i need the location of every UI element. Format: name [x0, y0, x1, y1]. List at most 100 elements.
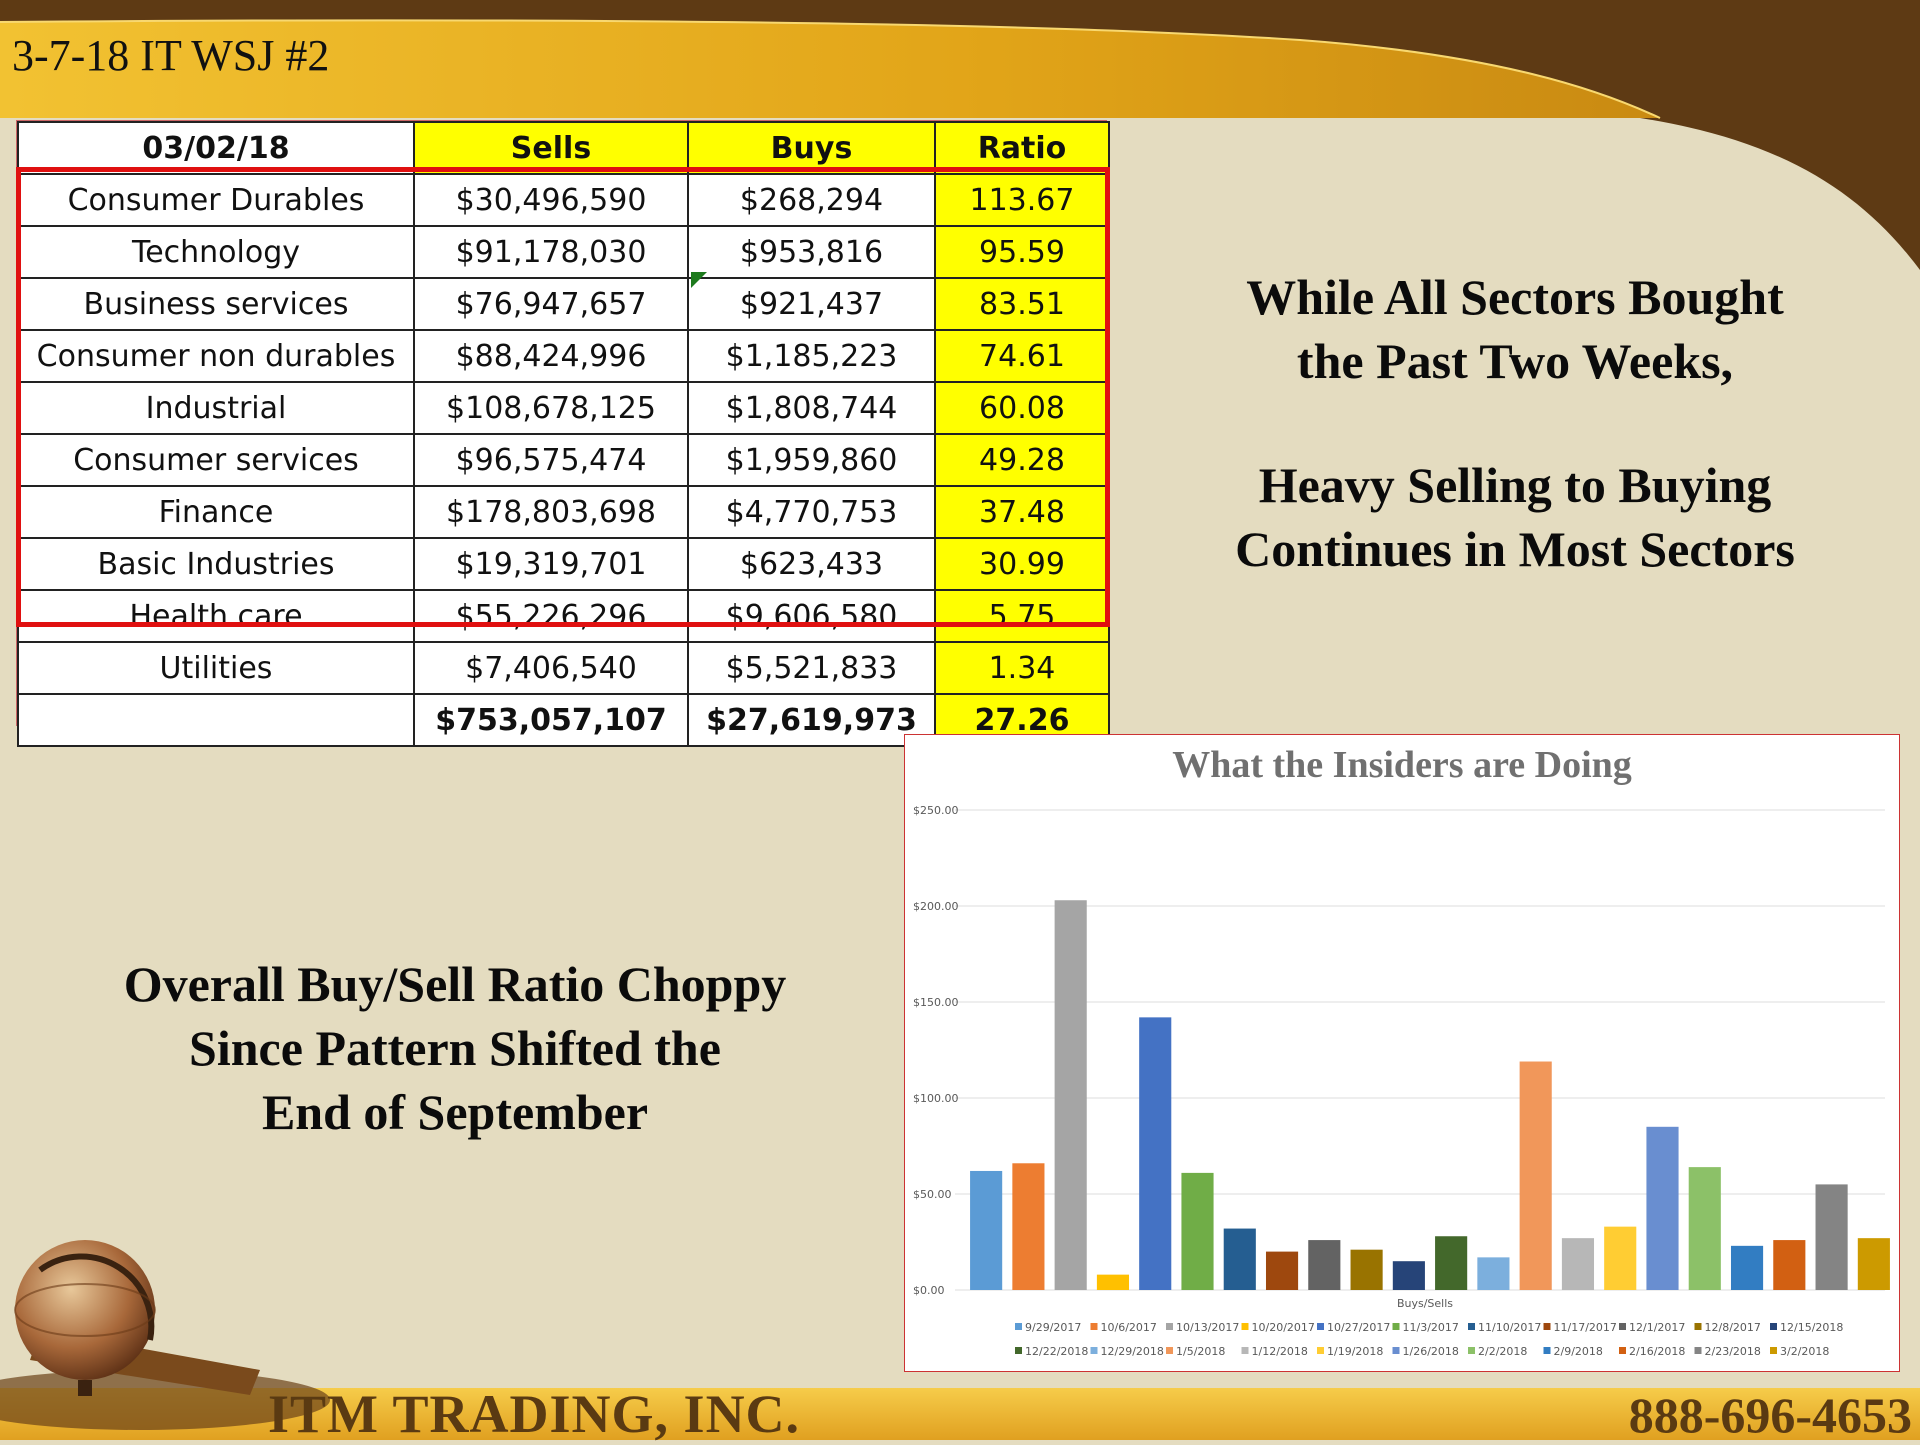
table-header-row: 03/02/18 Sells Buys Ratio	[17, 121, 1110, 175]
bar	[1392, 1261, 1425, 1290]
total-sells: $753,057,107	[413, 693, 689, 747]
cell-comment-marker	[691, 272, 707, 288]
buys-value: $1,959,860	[687, 433, 936, 487]
legend-swatch	[1317, 1323, 1324, 1330]
bar	[1139, 1017, 1172, 1290]
legend-swatch	[1770, 1323, 1777, 1330]
ratio-value: 60.08	[934, 381, 1110, 435]
legend-swatch	[1468, 1347, 1475, 1354]
x-axis-label: Buys/Sells	[1397, 1297, 1453, 1310]
legend-swatch	[1166, 1347, 1173, 1354]
legend-label: 3/2/2018	[1780, 1345, 1829, 1358]
bar	[1054, 900, 1087, 1290]
legend-swatch	[1619, 1323, 1626, 1330]
sells-value: $96,575,474	[413, 433, 689, 487]
legend-swatch	[1694, 1323, 1702, 1330]
chart-title: What the Insiders are Doing	[1172, 744, 1632, 786]
sector-name: Consumer services	[17, 433, 415, 487]
slide-title: 3-7-18 IT WSJ #2	[12, 31, 330, 80]
buys-value: $268,294	[687, 173, 936, 227]
legend-label: 12/22/2018	[1025, 1345, 1088, 1358]
bar	[1857, 1238, 1890, 1290]
sells-value: $55,226,296	[413, 589, 689, 643]
legend-label: 2/9/2018	[1554, 1345, 1603, 1358]
legend-label: 12/8/2017	[1705, 1321, 1761, 1334]
legend-swatch	[1770, 1347, 1777, 1354]
legend-swatch	[1015, 1347, 1022, 1354]
callout-ratio: Overall Buy/Sell Ratio Choppy Since Patt…	[60, 952, 850, 1144]
ratio-value: 37.48	[934, 485, 1110, 539]
ratio-value: 113.67	[934, 173, 1110, 227]
legend-label: 2/2/2018	[1478, 1345, 1527, 1358]
sells-value: $88,424,996	[413, 329, 689, 383]
legend-swatch	[1619, 1347, 1626, 1354]
legend-label: 10/20/2017	[1252, 1321, 1315, 1334]
sector-name: Basic Industries	[17, 537, 415, 591]
legend-label: 10/13/2017	[1176, 1321, 1239, 1334]
bar	[1265, 1251, 1299, 1290]
buys-value: $4,770,753	[687, 485, 936, 539]
phone-number: 888-696-4653	[1628, 1387, 1912, 1443]
legend-swatch	[1317, 1347, 1324, 1354]
table-row: Consumer non durables $88,424,996 $1,185,2…	[17, 329, 1110, 383]
bar	[1350, 1249, 1383, 1290]
sector-name: Technology	[17, 225, 415, 279]
legend-label: 12/29/2018	[1101, 1345, 1164, 1358]
table-row: Consumer Durables $30,496,590 $268,294 113.…	[17, 173, 1110, 227]
ratio-value: 83.51	[934, 277, 1110, 331]
legend-label: 9/29/2017	[1025, 1321, 1081, 1334]
sector-table: 03/02/18 Sells Buys Ratio Consumer Durab…	[17, 121, 1110, 747]
ratio-value: 30.99	[934, 537, 1110, 591]
buys-value: $623,433	[687, 537, 936, 591]
legend-label: 11/3/2017	[1403, 1321, 1459, 1334]
header-date: 03/02/18	[17, 121, 415, 175]
sector-name: Consumer Durables	[17, 173, 415, 227]
ratio-value: 49.28	[934, 433, 1110, 487]
ratio-value: 74.61	[934, 329, 1110, 383]
legend-swatch	[1090, 1323, 1098, 1330]
bar	[1688, 1167, 1721, 1290]
legend-swatch	[1166, 1323, 1173, 1330]
table-row: Utilities $7,406,540 $5,521,833 1.34	[17, 641, 1110, 695]
sells-value: $178,803,698	[413, 485, 689, 539]
y-tick-label: $0.00	[913, 1284, 945, 1297]
legend-swatch	[1241, 1347, 1249, 1354]
total-label	[17, 693, 415, 747]
legend-label: 1/26/2018	[1403, 1345, 1459, 1358]
y-tick-label: $200.00	[913, 900, 959, 913]
bar	[1561, 1238, 1595, 1290]
sector-name: Consumer non durables	[17, 329, 415, 383]
bar	[1435, 1236, 1468, 1290]
callout-line: While All Sectors Bought	[1246, 269, 1784, 325]
sells-value: $7,406,540	[413, 641, 689, 695]
bar	[1308, 1240, 1341, 1290]
buys-value: $953,816	[687, 225, 936, 279]
callout-line: End of September	[261, 1084, 649, 1140]
bar	[1477, 1257, 1510, 1290]
legend-swatch	[1543, 1323, 1551, 1330]
insiders-chart: What the Insiders are Doing $0.00 $50.00 $1…	[904, 734, 1900, 1372]
table-row: Finance $178,803,698 $4,770,753 37.48	[17, 485, 1110, 539]
ratio-value: 95.59	[934, 225, 1110, 279]
callout-line: the Past Two Weeks,	[1296, 333, 1734, 389]
legend-swatch	[1392, 1323, 1400, 1330]
buys-value: $5,521,833	[687, 641, 936, 695]
legend-swatch	[1392, 1347, 1400, 1354]
buys-value: $9,606,580	[687, 589, 936, 643]
legend-swatch	[1543, 1347, 1551, 1354]
buys-value: $1,185,223	[687, 329, 936, 383]
callout-line: Overall Buy/Sell Ratio Choppy	[123, 956, 787, 1012]
table-row: Basic Industries $19,319,701 $623,433 30.99	[17, 537, 1110, 591]
bar	[1646, 1126, 1679, 1290]
callout-line: Continues in Most Sectors	[1235, 521, 1795, 577]
table-row: Business services $76,947,657 $921,437 83.5…	[17, 277, 1110, 331]
table-row: Consumer services $96,575,474 $1,959,860 49…	[17, 433, 1110, 487]
legend-swatch	[1015, 1323, 1022, 1330]
total-buys: $27,619,973	[687, 693, 936, 747]
sector-name: Finance	[17, 485, 415, 539]
bar	[1012, 1163, 1045, 1290]
table-row: Industrial $108,678,125 $1,808,744 60.08	[17, 381, 1110, 435]
y-tick-label: $150.00	[913, 996, 959, 1009]
legend-label: 12/15/2018	[1780, 1321, 1843, 1334]
y-tick-label: $100.00	[913, 1092, 959, 1105]
